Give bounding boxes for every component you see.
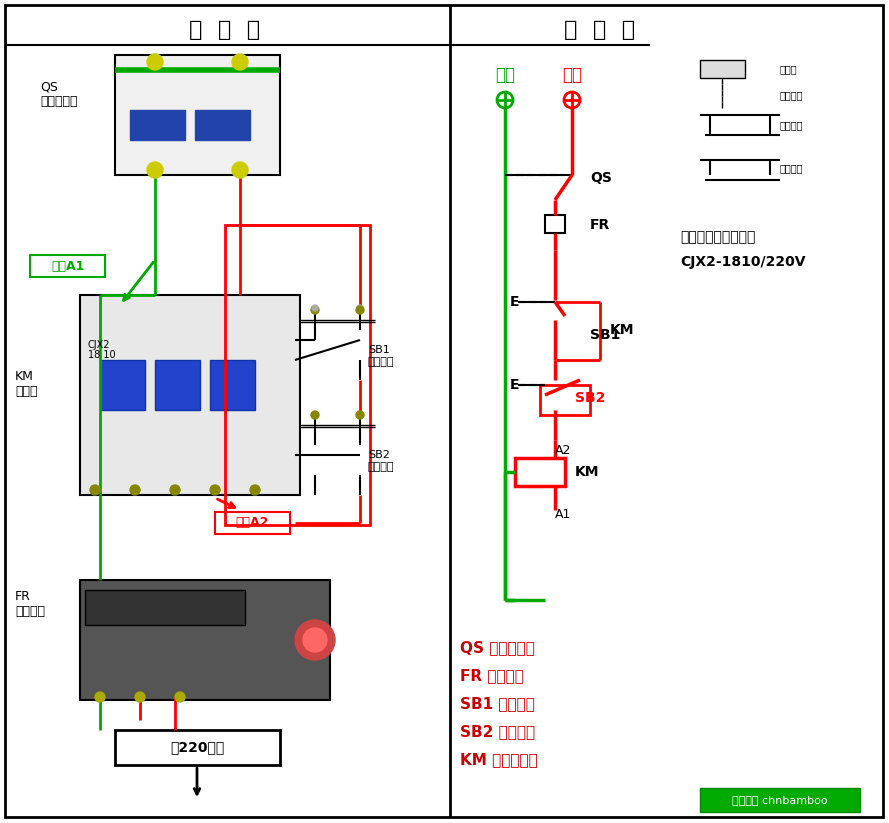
Text: FR 热继电器: FR 热继电器 (460, 668, 524, 683)
Bar (80, 580, 330, 700)
Text: 线圈A2: 线圈A2 (236, 517, 268, 529)
Circle shape (311, 306, 319, 314)
Circle shape (295, 620, 335, 660)
Bar (100, 360, 145, 410)
Circle shape (175, 692, 185, 702)
Text: 零线: 零线 (495, 66, 515, 84)
Text: KM: KM (575, 465, 599, 479)
Text: SB2 启动按钮: SB2 启动按钮 (460, 724, 535, 739)
Bar (85, 590, 245, 625)
Bar (155, 360, 200, 410)
Circle shape (357, 305, 363, 311)
Text: QS 空气断路器: QS 空气断路器 (460, 640, 535, 655)
Circle shape (232, 54, 248, 70)
Bar (210, 360, 255, 410)
Text: E: E (510, 295, 519, 309)
Circle shape (311, 411, 319, 419)
Bar (515, 458, 565, 486)
Text: KM: KM (610, 323, 635, 337)
Bar (130, 110, 185, 140)
Text: CJX2: CJX2 (88, 340, 110, 350)
Text: 常开触头: 常开触头 (780, 163, 804, 173)
Text: A1: A1 (555, 509, 572, 522)
Text: SB1
停止按钮: SB1 停止按钮 (368, 345, 395, 366)
Text: 18 10: 18 10 (88, 350, 116, 360)
Bar (225, 225, 370, 525)
Text: 百度知道 chnbamboo: 百度知道 chnbamboo (733, 795, 828, 805)
Text: SB1: SB1 (590, 328, 621, 342)
Text: E: E (510, 378, 519, 392)
Text: 接220电机: 接220电机 (170, 740, 224, 754)
Circle shape (135, 692, 145, 702)
Circle shape (232, 162, 248, 178)
Text: 火线: 火线 (562, 66, 582, 84)
Text: 原  理  图: 原 理 图 (565, 20, 636, 40)
Circle shape (130, 485, 140, 495)
Text: FR
热继电器: FR 热继电器 (15, 590, 45, 618)
Circle shape (90, 485, 100, 495)
Bar (215, 512, 290, 534)
Bar (195, 110, 250, 140)
Text: SB2: SB2 (575, 391, 605, 405)
Bar (30, 255, 105, 277)
Circle shape (356, 411, 364, 419)
Circle shape (356, 306, 364, 314)
Circle shape (303, 628, 327, 652)
Bar (700, 788, 860, 812)
Circle shape (312, 305, 318, 311)
Circle shape (147, 162, 163, 178)
Text: 复位弹簧: 复位弹簧 (780, 90, 804, 100)
Text: 按钮帽: 按钮帽 (780, 64, 797, 74)
Bar (700, 60, 745, 78)
Text: 线圈A1: 线圈A1 (52, 259, 84, 272)
Bar (115, 55, 280, 175)
Text: KM
接触器: KM 接触器 (15, 370, 37, 398)
Circle shape (147, 54, 163, 70)
Circle shape (170, 485, 180, 495)
Text: CJX2-1810/220V: CJX2-1810/220V (680, 255, 805, 269)
Circle shape (250, 485, 260, 495)
Text: QS
空气断路器: QS 空气断路器 (40, 80, 77, 108)
Text: FR: FR (590, 218, 610, 232)
Text: 常闭触头: 常闭触头 (780, 120, 804, 130)
Circle shape (95, 692, 105, 702)
Bar (545, 215, 565, 233)
Text: 注：交流接触器选用: 注：交流接触器选用 (680, 230, 756, 244)
Text: KM 交流接触器: KM 交流接触器 (460, 752, 538, 767)
Text: 实  物  图: 实 物 图 (189, 20, 260, 40)
Bar (540, 385, 590, 415)
Text: A2: A2 (555, 444, 572, 457)
Bar (80, 295, 300, 495)
Text: QS: QS (590, 171, 612, 185)
Circle shape (210, 485, 220, 495)
Text: SB2
启动按钮: SB2 启动按钮 (368, 450, 395, 472)
Bar (115, 730, 280, 765)
Text: SB1 停止按钮: SB1 停止按钮 (460, 696, 535, 711)
